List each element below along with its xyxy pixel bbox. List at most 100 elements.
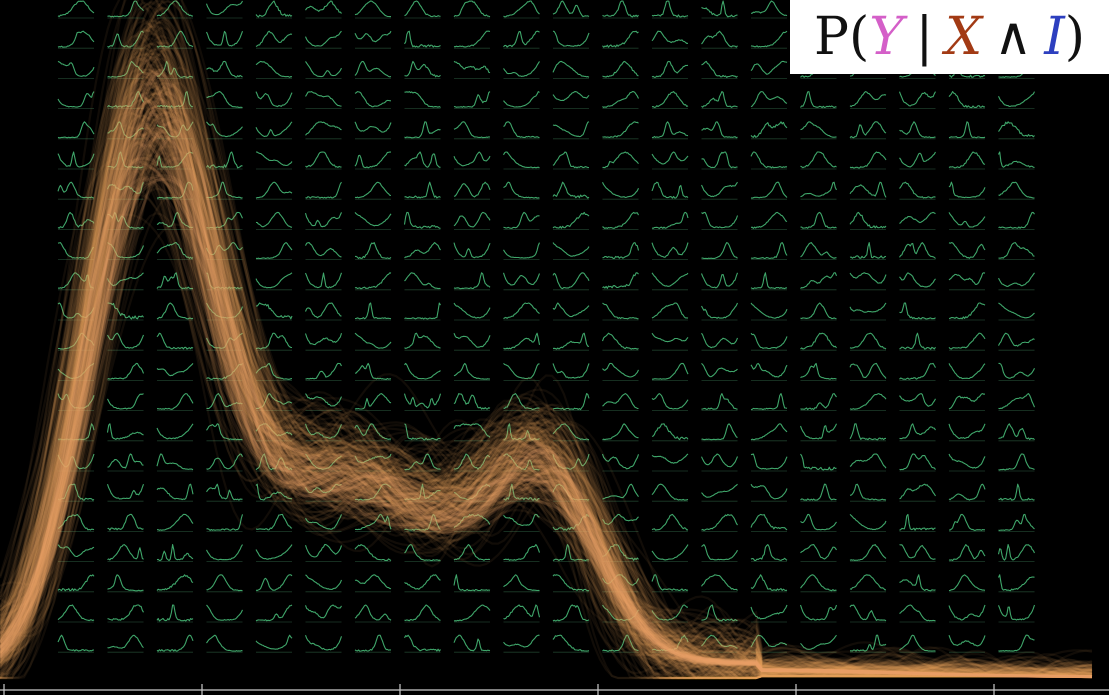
- sparkline: [948, 181, 986, 199]
- density-curve: [0, 0, 1092, 680]
- density-curve: [0, 184, 1092, 680]
- density-curve: [0, 107, 1092, 678]
- density-curve: [0, 53, 1092, 680]
- density-curve: [0, 56, 1093, 678]
- sparkline: [453, 91, 491, 108]
- sparkline: [503, 332, 541, 350]
- density-curve: [0, 93, 1093, 679]
- sparkline: [206, 332, 243, 349]
- sparkline: [156, 272, 194, 290]
- sparkline: [206, 151, 243, 169]
- sparkline: [948, 604, 986, 621]
- density-curve: [0, 132, 1092, 679]
- density-curve: [0, 18, 1093, 680]
- sparkline: [948, 272, 986, 285]
- density-curve: [0, 130, 1092, 678]
- sparkline: [948, 635, 986, 647]
- sparkline: [602, 423, 639, 441]
- sparkline: [899, 544, 936, 560]
- density-curve: [0, 46, 1092, 679]
- sparkline: [305, 483, 342, 494]
- density-curve: [0, 70, 1093, 678]
- sparkline: [750, 362, 788, 378]
- sparkline: [354, 544, 392, 561]
- density-curve: [0, 90, 1092, 678]
- density-curve: [0, 91, 1092, 680]
- sparkline: [57, 0, 95, 18]
- sparkline: [602, 30, 639, 48]
- sparkline: [849, 211, 887, 229]
- density-curve: [0, 18, 1092, 677]
- sparkline: [601, 332, 639, 350]
- density-curve: [0, 66, 1092, 678]
- sparkline: [453, 604, 491, 622]
- sparkline: [107, 0, 144, 18]
- density-curve: [0, 40, 1092, 678]
- density-curve: [0, 52, 1092, 678]
- sparkline: [354, 0, 391, 18]
- density-curve: [0, 0, 1092, 680]
- sparkline: [899, 393, 936, 407]
- sparkline: [107, 60, 144, 78]
- sparkline: [849, 544, 887, 562]
- sparkline: [354, 30, 392, 43]
- sparkline: [552, 0, 590, 18]
- sparkline: [998, 393, 1036, 410]
- density-curve: [0, 108, 1092, 680]
- density-curve: [0, 101, 1092, 680]
- sparkline: [899, 242, 936, 259]
- sparkline: [503, 604, 541, 620]
- sparkline: [255, 302, 293, 320]
- density-curve: [0, 126, 1092, 678]
- sparkline: [552, 453, 590, 470]
- density-curve: [0, 193, 1092, 678]
- sparkline: [404, 574, 441, 590]
- sparkline: [57, 121, 95, 139]
- density-curve: [0, 72, 1092, 678]
- sparkline: [899, 604, 936, 622]
- sparkline: [800, 211, 837, 229]
- sparkline: [304, 302, 342, 319]
- sparkline: [107, 393, 144, 410]
- density-curve: [0, 157, 1092, 680]
- sparkline: [57, 302, 95, 319]
- sparkline: [156, 302, 194, 320]
- sparkline: [255, 332, 293, 350]
- density-curve: [0, 177, 1092, 679]
- sparkline: [651, 30, 689, 44]
- sparkline: [453, 453, 491, 470]
- sparkline: [998, 242, 1035, 259]
- sparkline: [453, 302, 491, 319]
- density-curve: [0, 91, 1092, 678]
- density-curve: [0, 107, 1092, 678]
- sparkline: [404, 181, 441, 199]
- formula-bar: |: [915, 7, 934, 67]
- sparkline: [899, 181, 936, 199]
- density-curve: [0, 105, 1092, 678]
- sparkline: [898, 91, 936, 107]
- sparkline: [156, 423, 194, 440]
- density-curve: [0, 126, 1093, 678]
- density-curve: [0, 213, 1092, 680]
- density-curve: [0, 0, 1092, 678]
- sparkline: [552, 393, 590, 411]
- sparkline-grid: [57, 0, 1036, 653]
- density-curve: [0, 0, 1093, 680]
- density-curve: [0, 55, 1092, 679]
- density-curve: [0, 96, 1093, 680]
- density-curve: [0, 99, 1092, 678]
- density-curve: [0, 78, 1093, 678]
- density-curve: [0, 0, 1092, 678]
- sparkline: [57, 181, 95, 199]
- sparkline: [701, 604, 738, 622]
- density-curve: [0, 114, 1093, 678]
- sparkline: [552, 604, 590, 622]
- sparkline: [701, 30, 738, 48]
- density-curve: [0, 141, 1092, 679]
- sparkline: [502, 272, 541, 286]
- density-curve: [0, 85, 1093, 678]
- sparkline: [57, 151, 95, 168]
- density-curve: [0, 70, 1092, 679]
- density-curve: [0, 75, 1092, 678]
- sparkline: [503, 151, 540, 169]
